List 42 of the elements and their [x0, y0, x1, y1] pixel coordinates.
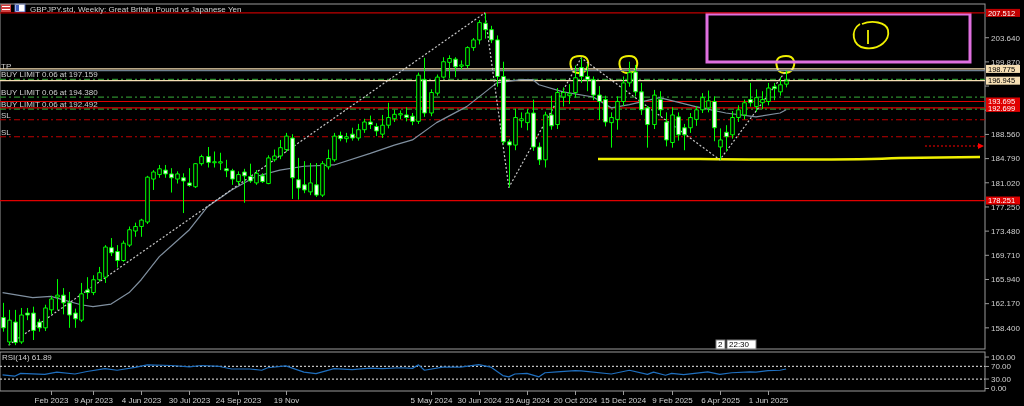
x-tick-label: Feb 2023 [34, 396, 69, 405]
ref-line-label: BUY LIMIT 0.06 at 194.380 [1, 88, 99, 98]
y-tick-label: 0.00 [991, 384, 1008, 394]
x-tick-label: 1 Jun 2025 [748, 396, 789, 405]
annotation: 2 [718, 340, 723, 349]
x-tick-label: 20 Oct 2024 [553, 396, 598, 405]
x-tick-label: 4 Jun 2023 [121, 396, 162, 405]
y-tick-label: 188.560 [991, 130, 1021, 140]
y-tick-label: 169.710 [991, 251, 1021, 261]
y-tick-label: 199.870 [991, 57, 1021, 67]
ref-line-label: BUY LIMIT 0.06 at 197.159 [1, 70, 99, 80]
x-tick-label: 25 Aug 2024 [505, 396, 551, 405]
y-tick-label: 203.640 [991, 33, 1021, 43]
x-tick-label: 9 Feb 2025 [652, 396, 694, 405]
ref-line-label: BUY LIMIT 0.06 at 192.492 [1, 100, 99, 110]
annotation: 22:30 [729, 340, 750, 349]
ref-line-label: SL [1, 127, 12, 137]
y-tick-label: 173.480 [991, 226, 1021, 236]
line-series [1, 79, 787, 308]
y-tick-label: 30.00 [991, 374, 1012, 384]
x-tick-label: 9 Apr 2023 [74, 396, 114, 405]
x-tick-label: 24 Sep 2023 [215, 396, 262, 405]
x-tick-label: 5 May 2024 [410, 396, 453, 405]
y-tick-label: 181.020 [991, 178, 1021, 188]
y-tick-label: 158.400 [991, 323, 1021, 333]
x-tick-label: 15 Dec 2024 [600, 396, 647, 405]
x-tick-label: 19 Nov [273, 396, 300, 405]
y-tick-label: 184.790 [991, 154, 1021, 164]
y-tick-label: 162.170 [991, 299, 1021, 309]
candlestick [718, 127, 723, 161]
line-series [1, 363, 787, 378]
x-tick-label: 6 Apr 2025 [701, 396, 741, 405]
x-tick-label: 30 Jul 2023 [168, 396, 211, 405]
y-tick-label: 70.00 [991, 362, 1012, 372]
x-tick-label: 30 Jun 2024 [457, 396, 503, 405]
candlestick [573, 65, 578, 99]
y-tick-label: 100.00 [991, 352, 1017, 362]
chart-title: RSI(14) 61.89 [2, 353, 53, 362]
y-tick-label: 165.940 [991, 275, 1021, 285]
ref-line-label: SL [1, 110, 12, 120]
chart-title: GBPJPY.std, Weekly: Great Britain Pound vs Japanese Yen [30, 5, 242, 14]
y-tick-label: 177.250 [991, 202, 1021, 212]
